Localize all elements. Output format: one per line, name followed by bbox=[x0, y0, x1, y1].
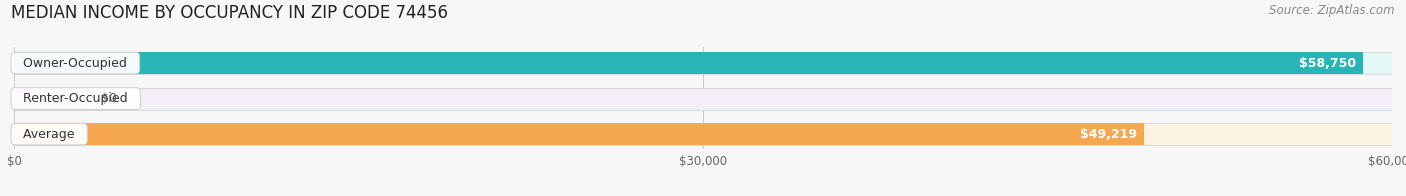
Text: Source: ZipAtlas.com: Source: ZipAtlas.com bbox=[1270, 4, 1395, 17]
Bar bbox=[14, 52, 1364, 74]
Bar bbox=[14, 88, 90, 110]
Text: MEDIAN INCOME BY OCCUPANCY IN ZIP CODE 74456: MEDIAN INCOME BY OCCUPANCY IN ZIP CODE 7… bbox=[11, 4, 449, 22]
Text: Renter-Occupied: Renter-Occupied bbox=[15, 92, 136, 105]
Bar bbox=[14, 123, 1144, 145]
Text: $0: $0 bbox=[101, 92, 117, 105]
Bar bbox=[14, 52, 1392, 74]
Text: $49,219: $49,219 bbox=[1080, 128, 1137, 141]
Text: $58,750: $58,750 bbox=[1299, 56, 1357, 70]
Bar bbox=[14, 88, 1392, 110]
Bar bbox=[14, 123, 1392, 145]
Text: Average: Average bbox=[15, 128, 83, 141]
Text: Owner-Occupied: Owner-Occupied bbox=[15, 56, 135, 70]
